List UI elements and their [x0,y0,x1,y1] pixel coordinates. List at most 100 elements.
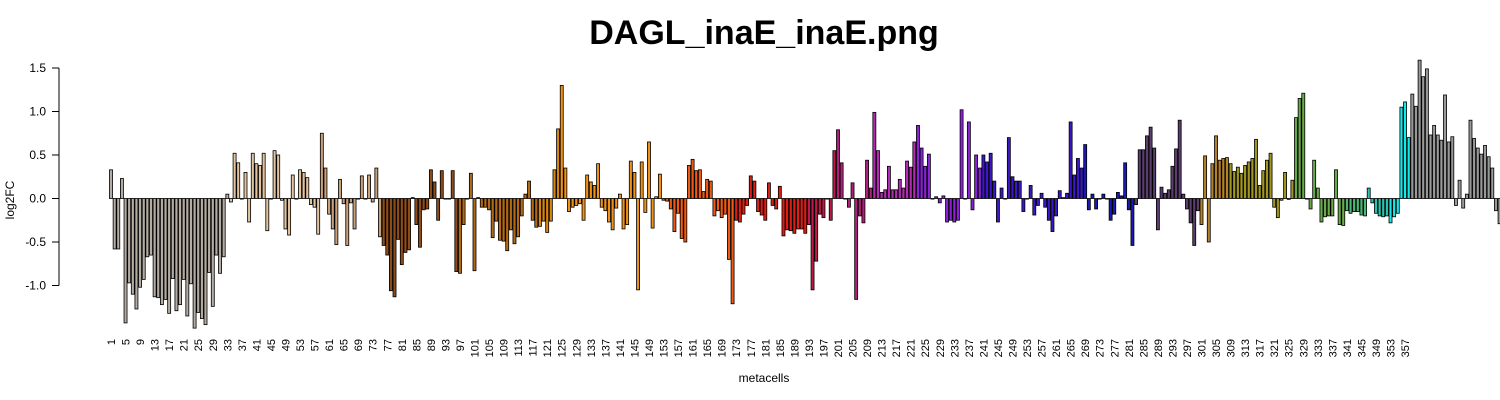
bar-145 [632,171,637,199]
x-tick-label: 1 [106,339,118,345]
bar-86 [418,198,422,248]
x-tick-label: 241 [978,339,990,357]
bar-221 [908,166,913,199]
bar-247 [1003,198,1008,200]
bar-114 [519,198,524,217]
bar-353 [1388,198,1393,224]
bar-225 [923,165,928,199]
bar-301 [1199,198,1204,226]
bar-294 [1174,148,1178,199]
bar-117 [530,198,535,221]
x-tick-label: 89 [426,339,438,351]
bar-312 [1239,172,1244,199]
bar-189 [792,198,797,234]
bar-16 [163,198,168,300]
bar-335 [1323,198,1327,218]
bar-129 [574,198,579,206]
bar-18 [170,198,175,279]
bar-92 [439,170,444,199]
x-tick-label: 325 [1284,339,1296,357]
bar-125 [559,85,564,199]
bar-57 [312,198,317,208]
bar-150 [650,198,655,229]
bar-331 [1308,198,1313,210]
bar-167 [712,198,717,217]
bar-377 [1475,147,1480,199]
bar-29 [210,198,215,307]
bar-107 [494,198,499,222]
x-tick-label: 53 [295,339,307,351]
bar-333 [1315,187,1320,199]
bar-122 [548,198,553,222]
bar-201 [836,129,840,199]
bar-242 [985,161,989,199]
bar-14 [156,198,161,299]
y-axis: -1.0 -0.5 0.0 0.5 1.0 1.5 [25,61,60,293]
bar-6 [127,198,132,284]
bar-123 [552,169,557,199]
y-tick-label: 1.5 [29,61,46,75]
bar-198 [825,198,829,200]
x-tick-label: 93 [440,339,452,351]
x-tick-label: 5 [121,339,133,345]
bar-238 [970,198,975,211]
y-axis-label: log2FC [3,180,17,219]
bar-165 [705,178,710,199]
bar-136 [599,198,604,208]
bar-54 [301,171,306,199]
bar-35 [232,152,237,199]
bar-374 [1464,193,1469,199]
bar-381 [1490,167,1495,199]
bar-4 [120,178,124,199]
x-tick-label: 209 [862,339,874,357]
bar-63 [334,198,339,246]
x-tick-label: 17 [164,339,176,351]
x-tick-label: 37 [237,339,249,351]
bar-116 [527,180,531,199]
bar-269 [1083,144,1088,199]
bar-133 [588,181,593,199]
bar-13 [152,198,157,298]
bar-146 [636,198,640,291]
x-tick-label: 57 [310,339,322,351]
bar-273 [1097,198,1102,200]
bar-367 [1439,139,1444,199]
x-tick-label: 9 [135,339,147,345]
x-tick-label: 141 [615,339,627,357]
x-tick-label: 153 [659,339,671,357]
bar-354 [1392,198,1397,218]
bar-162 [694,170,699,199]
bar-100 [468,172,473,199]
bar-25 [196,198,201,313]
bar-40 [250,152,255,199]
bar-213 [879,192,884,199]
bar-77 [385,198,390,256]
bar-157 [676,198,680,214]
bar-278 [1115,192,1120,199]
bar-246 [999,187,1004,199]
bar-190 [796,198,800,230]
y-tick-label: 0.0 [29,192,46,206]
bar-30 [214,198,219,256]
x-tick-label: 349 [1371,339,1383,357]
bar-229 [937,198,942,204]
bar-293 [1170,165,1175,199]
bar-244 [992,180,997,199]
bar-78 [388,198,393,292]
bar-281 [1126,198,1131,211]
bar-330 [1305,198,1309,200]
bar-180 [759,198,764,216]
bar-17 [167,198,172,314]
bar-365 [1432,125,1437,199]
x-tick-label: 165 [702,339,714,357]
bar-219 [901,187,906,199]
x-tick-label: 257 [1037,339,1049,357]
bar-267 [1076,158,1080,199]
bar-20 [178,198,182,306]
bar-33 [225,193,230,199]
bar-5 [123,198,128,324]
bar-66 [345,198,350,246]
bar-156 [672,198,677,232]
bar-64 [338,178,342,199]
x-tick-label: 97 [455,339,467,351]
